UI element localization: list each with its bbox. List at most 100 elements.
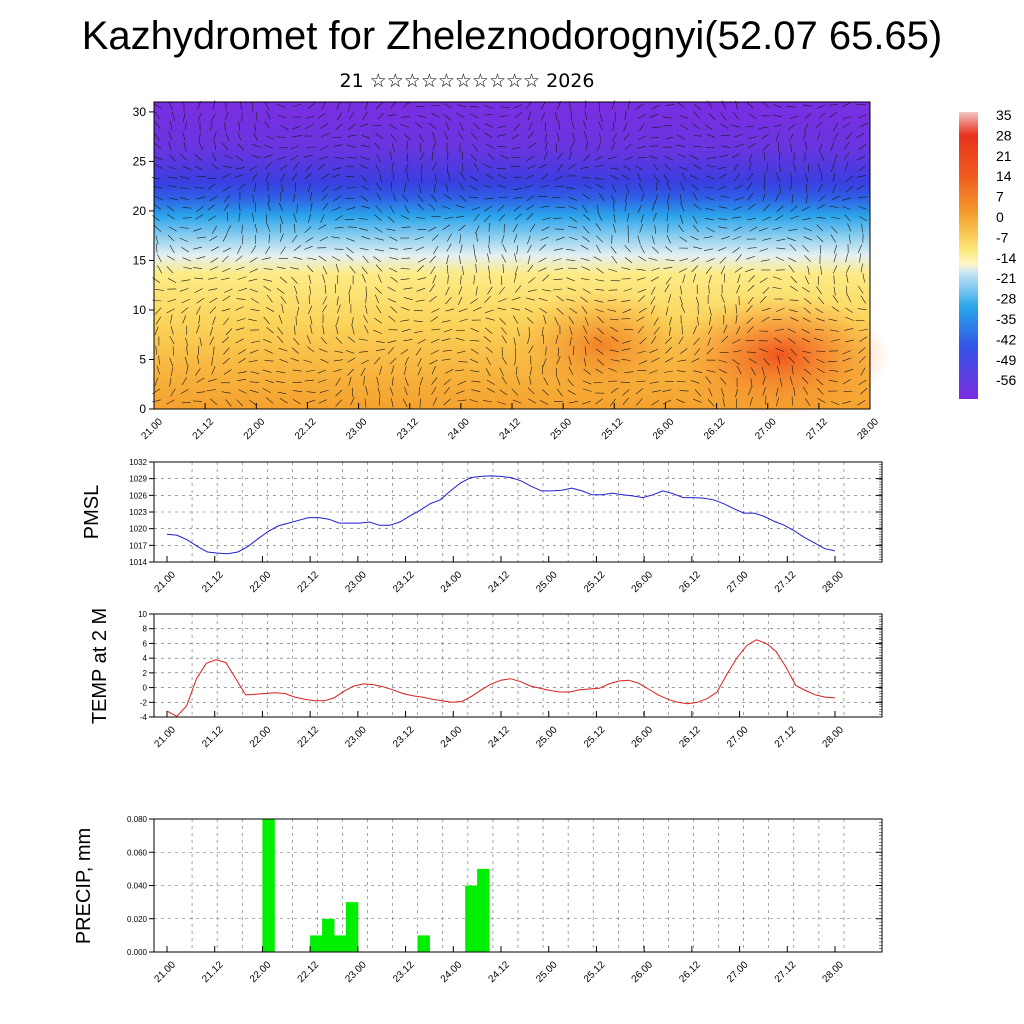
colorbar-label: -7 [996, 229, 1009, 245]
wind-barb [817, 296, 825, 305]
wind-barb [622, 397, 629, 405]
precip-bar [477, 868, 490, 952]
wind-barb [596, 327, 604, 335]
wind-barb [597, 204, 599, 214]
wind-barb [416, 265, 424, 272]
wind-barb [293, 213, 297, 223]
wind-barb [773, 103, 782, 108]
wind-barb [584, 110, 588, 120]
heatmap-x-tick-label: 27.12 [804, 416, 830, 442]
wind-barb [816, 358, 825, 364]
wind-barb [209, 326, 214, 336]
wind-barb [511, 388, 519, 396]
wind-barb [389, 236, 398, 242]
wind-barb [676, 134, 685, 140]
wind-barb [225, 328, 233, 336]
pmsl-y-tick-label: 1017 [129, 541, 147, 550]
pmsl-y-tick-label: 1020 [129, 525, 147, 534]
wind-barb [705, 266, 712, 274]
wind-barb [527, 255, 531, 265]
wind-barb [554, 316, 559, 326]
wind-barb [194, 187, 205, 189]
wind-barb [211, 152, 217, 162]
wind-barb [279, 215, 284, 224]
wind-barb [539, 400, 549, 405]
wind-barb [447, 171, 451, 181]
wind-barb [470, 132, 478, 140]
wind-barb [209, 297, 218, 303]
wind-barb [266, 294, 273, 303]
wind-barb [167, 234, 175, 242]
wind-barb [748, 275, 755, 283]
wind-barb [169, 154, 176, 162]
wind-barb [706, 227, 715, 233]
wind-barb [693, 103, 702, 111]
temp-x-tick-label: 22.00 [248, 724, 274, 750]
wind-barb [663, 370, 673, 373]
wind-barb [762, 193, 766, 203]
wind-barb [373, 256, 381, 263]
wind-barb [237, 379, 247, 381]
wind-barb [787, 328, 796, 333]
wind-barb [264, 144, 273, 149]
wind-barb [444, 131, 449, 141]
wind-barb [365, 294, 367, 304]
wind-barb [291, 347, 299, 354]
wind-barb [572, 132, 576, 142]
wind-barb [528, 345, 534, 354]
wind-barb [692, 122, 700, 130]
wind-barb [319, 236, 328, 242]
wind-barb [736, 365, 742, 374]
wind-barb [692, 246, 702, 250]
wind-barb [513, 205, 521, 212]
wind-barb [154, 156, 163, 160]
wind-barb [556, 355, 561, 365]
wind-barb [833, 132, 839, 141]
wind-barb [584, 130, 588, 140]
wind-barb [291, 126, 301, 130]
wind-barb [623, 288, 633, 292]
wind-barb [307, 183, 311, 193]
wind-barb [317, 369, 327, 374]
wind-barb [516, 376, 521, 385]
wind-barb [185, 121, 187, 131]
temp-x-tick-label: 21.00 [152, 724, 178, 750]
wind-barb [168, 226, 177, 232]
wind-barb [346, 237, 355, 242]
wind-barb [609, 349, 619, 353]
wind-barb [209, 121, 213, 131]
wind-barb [320, 358, 329, 364]
wind-barb [665, 346, 673, 354]
wind-barb [167, 185, 177, 188]
wind-barb [348, 376, 352, 386]
heatmap-y-tick-label: 5 [139, 352, 146, 366]
wind-barb [568, 164, 576, 170]
wind-barb [527, 387, 535, 395]
wind-barb [427, 226, 437, 232]
wind-barb [750, 367, 756, 376]
wind-barb [732, 350, 742, 353]
wind-barb [651, 390, 661, 393]
wind-barb [483, 114, 494, 116]
wind-barb [815, 308, 824, 314]
wind-barb [609, 318, 619, 321]
wind-barb [624, 371, 634, 373]
wind-barb [829, 103, 839, 106]
wind-barb [541, 327, 544, 337]
heatmap-y-tick-label: 30 [133, 105, 147, 119]
wind-barb [226, 225, 232, 234]
wind-barb [390, 133, 397, 142]
wind-barb [679, 166, 688, 171]
wind-barb [377, 112, 385, 120]
wind-barb [538, 163, 548, 169]
wind-barb [346, 247, 354, 254]
wind-barb [473, 213, 480, 222]
wind-barb [719, 173, 727, 179]
wind-barb [251, 155, 261, 159]
wind-barb [224, 154, 233, 159]
colorbar-label: 21 [996, 148, 1012, 164]
wind-barb [662, 389, 672, 392]
